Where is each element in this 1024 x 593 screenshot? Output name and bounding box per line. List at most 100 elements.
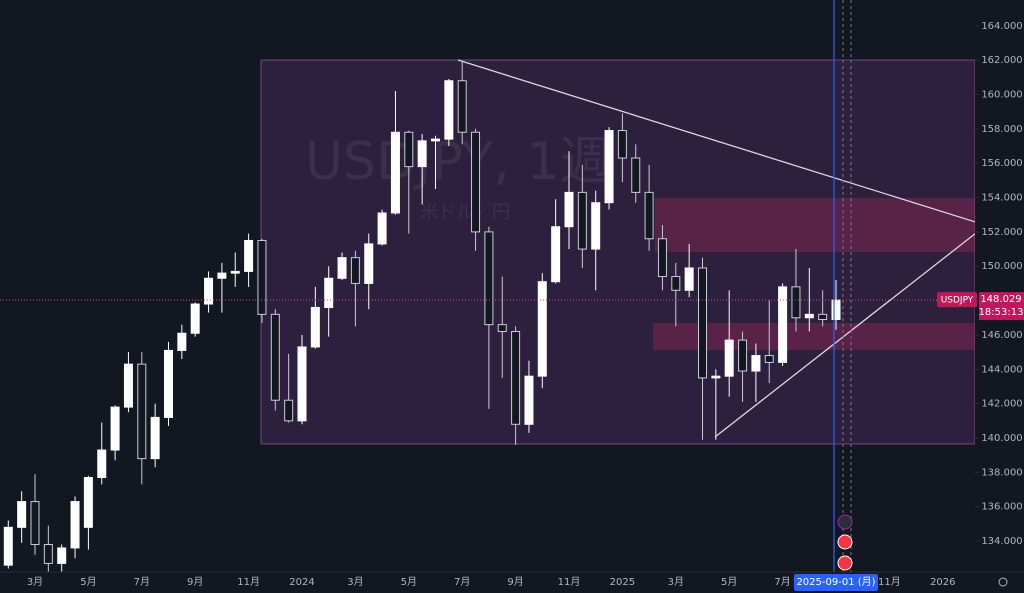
event-icon[interactable]: [837, 555, 853, 571]
candle-body: [70, 501, 80, 549]
candle-body: [631, 157, 641, 193]
candle-body: [778, 286, 788, 363]
candle-body: [577, 191, 587, 250]
x-tick-label: 2025-09-01 (月): [796, 576, 875, 588]
y-tick-label: 162.000: [981, 55, 1022, 66]
x-tick-label: 11月: [558, 576, 581, 588]
candle-body: [297, 346, 307, 422]
symbol-label-bg: [937, 292, 977, 308]
x-tick-label: 7月: [134, 576, 150, 588]
candle-body: [377, 212, 387, 245]
axes: 134.000 136.000 138.000 140.000 142.000 144.0…: [0, 21, 1024, 591]
candle-body: [617, 130, 627, 159]
candle-body: [724, 339, 734, 377]
candle-body: [83, 477, 93, 528]
candle-body: [818, 313, 828, 320]
y-tick-label: 144.000: [981, 364, 1022, 375]
x-tick-label: 2024: [289, 577, 314, 588]
y-tick-label: 146.000: [981, 330, 1022, 341]
candle-body: [657, 238, 667, 278]
last-price-bg: [979, 292, 1024, 321]
candle-body: [431, 138, 440, 142]
event-icons[interactable]: [837, 514, 853, 571]
candle-body: [831, 299, 841, 320]
trend-line: [714, 232, 975, 438]
candle-body: [404, 131, 414, 168]
candle-body: [484, 231, 494, 326]
trend-lines: [457, 0, 975, 572]
candle-body: [738, 339, 748, 372]
event-icon[interactable]: [837, 534, 853, 550]
candle-body: [230, 270, 240, 274]
settings-icon[interactable]: [998, 577, 1008, 587]
candle-body: [684, 267, 694, 291]
candle-body: [150, 416, 160, 460]
candle-body: [751, 355, 761, 372]
candle-body: [57, 547, 67, 564]
candle-body: [217, 272, 227, 279]
x-tick-label: 7月: [774, 576, 790, 588]
candle-body: [270, 313, 280, 401]
y-tick-label: 138.000: [981, 467, 1022, 478]
last-price-label: 148.029: [980, 294, 1021, 305]
y-tick-label: 160.000: [981, 89, 1022, 100]
y-tick-label: 158.000: [981, 124, 1022, 135]
drawings: USDJPY, 1週 米ドル／円: [260, 59, 975, 445]
candle-body: [791, 286, 801, 319]
symbol-label: USDJPY: [941, 296, 974, 306]
y-tick-label: 156.000: [981, 158, 1022, 169]
candle-body: [511, 331, 521, 425]
watermark-sub: 米ドル／円: [420, 202, 510, 223]
candle-body: [3, 526, 13, 566]
candle-body: [698, 267, 707, 379]
candle-body: [110, 406, 120, 451]
candle-body: [350, 257, 360, 284]
x-tick-label: 3月: [27, 576, 43, 588]
y-tick-label: 152.000: [981, 227, 1022, 238]
candle-body: [244, 239, 254, 272]
candle-body: [257, 239, 267, 315]
candle-body: [537, 281, 547, 377]
candle-body: [524, 375, 534, 425]
y-tick-label: 140.000: [981, 433, 1022, 444]
candle-body: [711, 375, 721, 379]
candle-body: [324, 277, 334, 308]
candle-body: [644, 191, 654, 240]
watermark: USDJPY, 1週: [305, 132, 612, 192]
candle-body: [204, 277, 214, 305]
candle-body: [417, 140, 427, 168]
y-tick-label: 142.000: [981, 399, 1022, 410]
event-icon[interactable]: [837, 514, 853, 530]
range-box: [260, 59, 975, 445]
candle-body: [164, 349, 173, 418]
candle-body: [17, 501, 27, 528]
candle-body: [804, 313, 814, 319]
trend-line: [457, 59, 975, 223]
candle-body: [97, 449, 107, 479]
candle-body: [671, 276, 681, 291]
countdown: 18:53:13: [979, 307, 1024, 318]
x-tick-label: 5月: [721, 576, 737, 588]
candle-body: [310, 306, 320, 348]
candle-body: [764, 355, 774, 363]
resistance-zone: [655, 198, 975, 252]
candle-body: [123, 363, 133, 408]
x-tick-label: 11月: [237, 576, 260, 588]
candle-body: [177, 332, 187, 351]
x-tick-label: 3月: [347, 576, 363, 588]
candle-body: [364, 243, 374, 284]
candle-body: [551, 226, 561, 283]
candle-body: [444, 80, 454, 140]
x-tick-label: 5月: [80, 576, 96, 588]
candle-body: [497, 324, 507, 333]
x-tick-label: 3月: [668, 576, 684, 588]
candle-body: [564, 191, 574, 228]
x-tick-label: 9月: [187, 576, 203, 588]
candle-body: [604, 130, 614, 204]
candle-body: [471, 131, 481, 233]
x-tick-label: 2025: [610, 577, 635, 588]
candle-body: [337, 257, 347, 279]
candle-body: [43, 544, 53, 564]
y-tick-label: 150.000: [981, 261, 1022, 272]
